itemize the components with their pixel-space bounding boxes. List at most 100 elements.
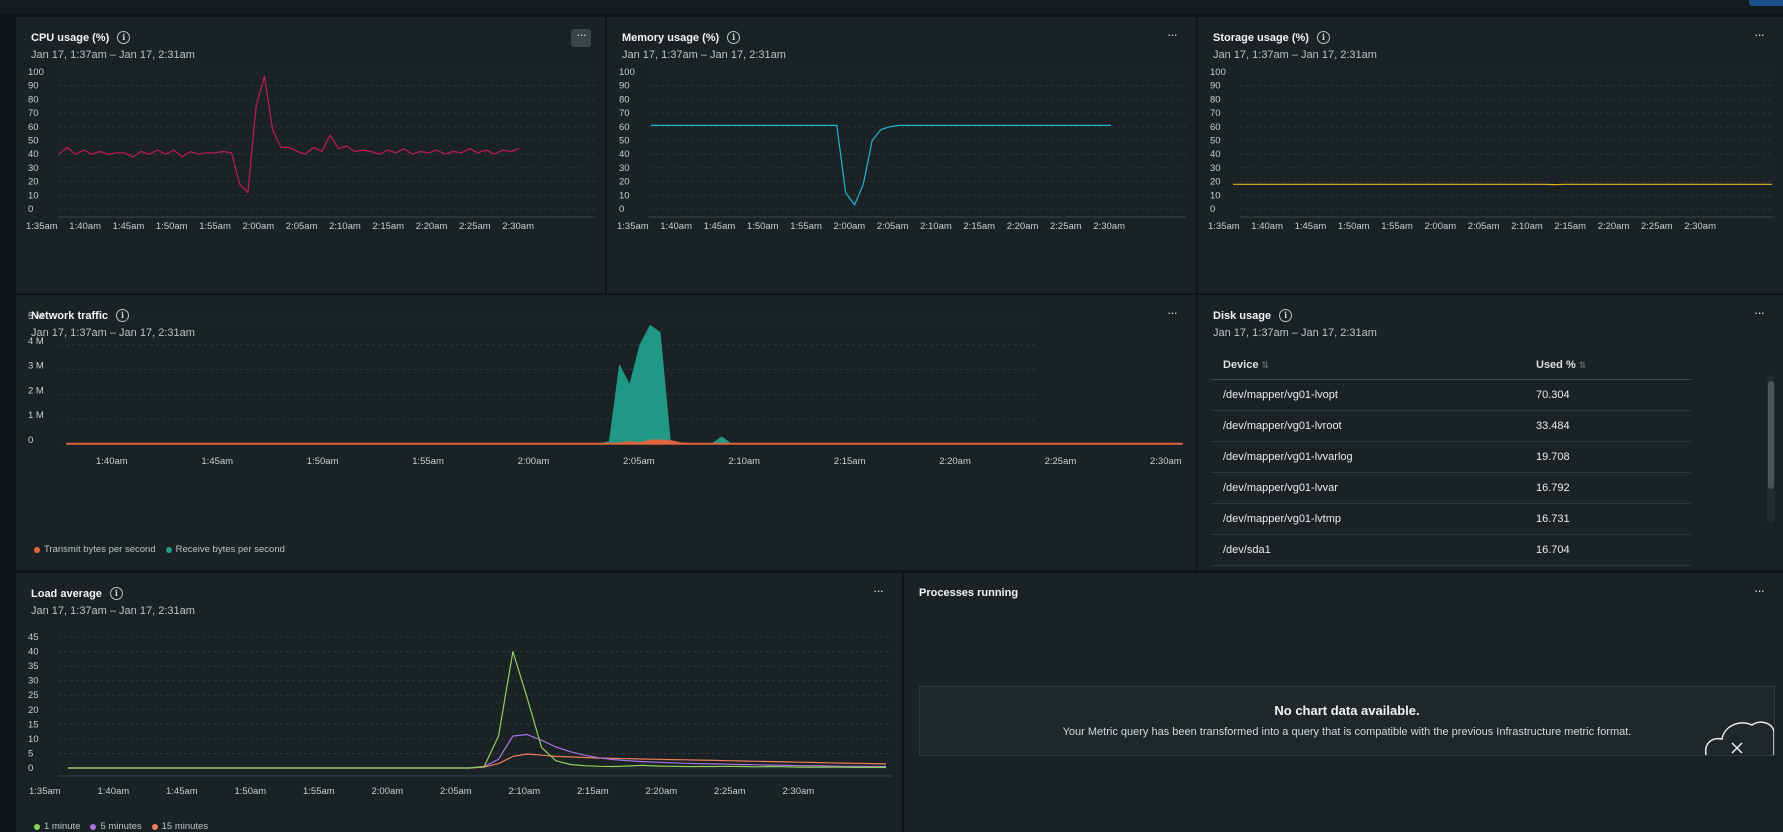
processes-running-panel: Processes running ··· No chart data avai… <box>904 573 1783 832</box>
x-tick-label: 1:55am <box>412 456 444 467</box>
y-tick-label: 0 <box>619 204 624 215</box>
y-tick-label: 50 <box>619 136 630 147</box>
legend-label: 5 minutes <box>100 821 142 832</box>
x-tick-label: 2:25am <box>714 786 746 797</box>
y-tick-label: 100 <box>28 67 44 78</box>
used-cell: 33.484 <box>1524 410 1691 442</box>
info-icon[interactable]: i <box>1316 31 1330 44</box>
storage-usage-title: Storage usage (%) <box>1213 31 1309 44</box>
x-tick-label: 2:30am <box>1093 221 1125 232</box>
info-icon[interactable]: i <box>727 31 741 44</box>
storage-panel-menu-button[interactable]: ··· <box>1754 27 1765 42</box>
top-bar-accent[interactable] <box>1749 0 1783 6</box>
x-tick-label: 1:55am <box>303 786 335 797</box>
load-average-title-row: Load average i <box>31 587 123 600</box>
x-tick-label: 1:50am <box>747 221 779 232</box>
x-tick-label: 2:10am <box>728 456 760 467</box>
storage-usage-panel: Storage usage (%) i Jan 17, 1:37am – Jan … <box>1198 17 1783 293</box>
y-tick-label: 0 <box>28 204 33 215</box>
sort-icon: ⇅ <box>1578 360 1587 370</box>
x-tick-label: 2:05am <box>1468 221 1500 232</box>
top-bar <box>0 0 1783 14</box>
y-tick-label: 70 <box>28 108 39 119</box>
legend-item-receive[interactable]: Receive bytes per second <box>165 544 285 555</box>
x-tick-label: 2:15am <box>1554 221 1586 232</box>
x-tick-label: 2:00am <box>1425 221 1457 232</box>
legend-label: 15 minutes <box>161 821 209 832</box>
legend-item-5-minutes[interactable]: 5 minutes <box>90 821 142 832</box>
y-tick-label: 80 <box>619 94 630 105</box>
x-tick-label: 2:20am <box>1598 221 1630 232</box>
table-scrollbar[interactable] <box>1767 375 1775 523</box>
y-tick-label: 80 <box>28 94 39 105</box>
disk-panel-menu-button[interactable]: ··· <box>1754 305 1765 320</box>
disk-usage-title: Disk usage <box>1213 309 1272 322</box>
table-row[interactable]: /dev/mapper/vg01-lvtmp 16.731 <box>1211 503 1691 535</box>
network-traffic-panel: Network traffic i Jan 17, 1:37am – Jan 17… <box>16 295 1196 570</box>
used-cell: 16.731 <box>1524 503 1691 535</box>
table-row[interactable]: /dev/mapper/vg01-lvroot 33.484 <box>1211 410 1691 442</box>
x-tick-label: 2:10am <box>1511 221 1543 232</box>
y-tick-label: 30 <box>28 676 39 687</box>
x-tick-label: 1:40am <box>96 456 128 467</box>
y-tick-label: 35 <box>28 661 39 672</box>
info-icon[interactable]: i <box>1279 309 1293 322</box>
used-cell: 70.304 <box>1524 379 1691 411</box>
used-cell: 16.792 <box>1524 472 1691 504</box>
x-tick-label: 2:05am <box>623 456 655 467</box>
y-tick-label: 10 <box>28 190 39 201</box>
x-tick-label: 1:45am <box>1295 221 1327 232</box>
x-tick-label: 1:45am <box>166 786 198 797</box>
y-tick-label: 40 <box>619 149 630 160</box>
network-panel-menu-button[interactable]: ··· <box>1167 305 1178 320</box>
processes-panel-menu-button[interactable]: ··· <box>1754 583 1765 598</box>
x-tick-label: 1:55am <box>199 221 231 232</box>
storage-time-range: Jan 17, 1:37am – Jan 17, 2:31am <box>1213 49 1377 61</box>
x-tick-label: 1:35am <box>29 786 61 797</box>
x-tick-label: 1:45am <box>201 456 233 467</box>
legend-item-15-minutes[interactable]: 15 minutes <box>151 821 209 832</box>
y-tick-label: 50 <box>1210 136 1221 147</box>
x-tick-label: 2:00am <box>834 221 866 232</box>
legend-label: Receive bytes per second <box>175 544 285 555</box>
x-tick-label: 2:25am <box>1050 221 1082 232</box>
x-tick-label: 1:55am <box>1381 221 1413 232</box>
y-tick-label: 40 <box>28 149 39 160</box>
column-header-device[interactable]: Device ⇅ <box>1211 351 1524 380</box>
device-cell: /dev/mapper/vg01-lvvar <box>1211 472 1524 504</box>
x-tick-label: 2:30am <box>1150 456 1182 467</box>
x-tick-label: 2:00am <box>372 786 404 797</box>
memory-panel-menu-button[interactable]: ··· <box>1167 27 1178 42</box>
x-tick-label: 2:00am <box>243 221 275 232</box>
memory-usage-panel: Memory usage (%) i Jan 17, 1:37am – Jan 1… <box>607 17 1196 293</box>
table-row[interactable]: /dev/mapper/vg01-lvvarlog 19.708 <box>1211 441 1691 473</box>
y-tick-label: 100 <box>619 67 635 78</box>
x-tick-label: 2:10am <box>509 786 541 797</box>
column-header-label: Device <box>1223 359 1259 371</box>
info-icon[interactable]: i <box>109 587 123 600</box>
y-tick-label: 80 <box>1210 94 1221 105</box>
column-header-label: Used % <box>1536 359 1576 371</box>
legend-item-1-minute[interactable]: 1 minute <box>34 821 80 832</box>
legend-item-transmit[interactable]: Transmit bytes per second <box>34 544 156 555</box>
x-tick-label: 1:35am <box>617 221 649 232</box>
table-row[interactable]: /dev/mapper/vg01-lvopt 70.304 <box>1211 379 1691 411</box>
info-icon[interactable]: i <box>117 31 131 44</box>
table-row[interactable]: /dev/sda1 16.704 <box>1211 534 1691 566</box>
load-panel-menu-button[interactable]: ··· <box>873 583 884 598</box>
x-tick-label: 1:35am <box>26 221 58 232</box>
disk-usage-table: Device ⇅ Used % ⇅ /dev/mapper/vg01-lvopt 70… <box>1211 351 1691 566</box>
x-tick-label: 1:45am <box>704 221 736 232</box>
info-icon[interactable]: i <box>116 309 130 322</box>
column-header-used[interactable]: Used % ⇅ <box>1524 351 1691 380</box>
scrollbar-thumb[interactable] <box>1768 381 1774 489</box>
cpu-panel-menu-button[interactable]: ··· <box>571 28 591 47</box>
table-row[interactable]: /dev/mapper/vg01-lvvar 16.792 <box>1211 472 1691 504</box>
y-tick-label: 0 <box>28 435 33 446</box>
no-data-title: No chart data available. <box>1274 703 1420 718</box>
device-cell: /dev/mapper/vg01-lvvarlog <box>1211 441 1524 473</box>
memory-usage-title-row: Memory usage (%) i <box>622 31 741 44</box>
x-tick-label: 1:50am <box>156 221 188 232</box>
used-cell: 19.708 <box>1524 441 1691 473</box>
series-line <box>68 753 887 769</box>
